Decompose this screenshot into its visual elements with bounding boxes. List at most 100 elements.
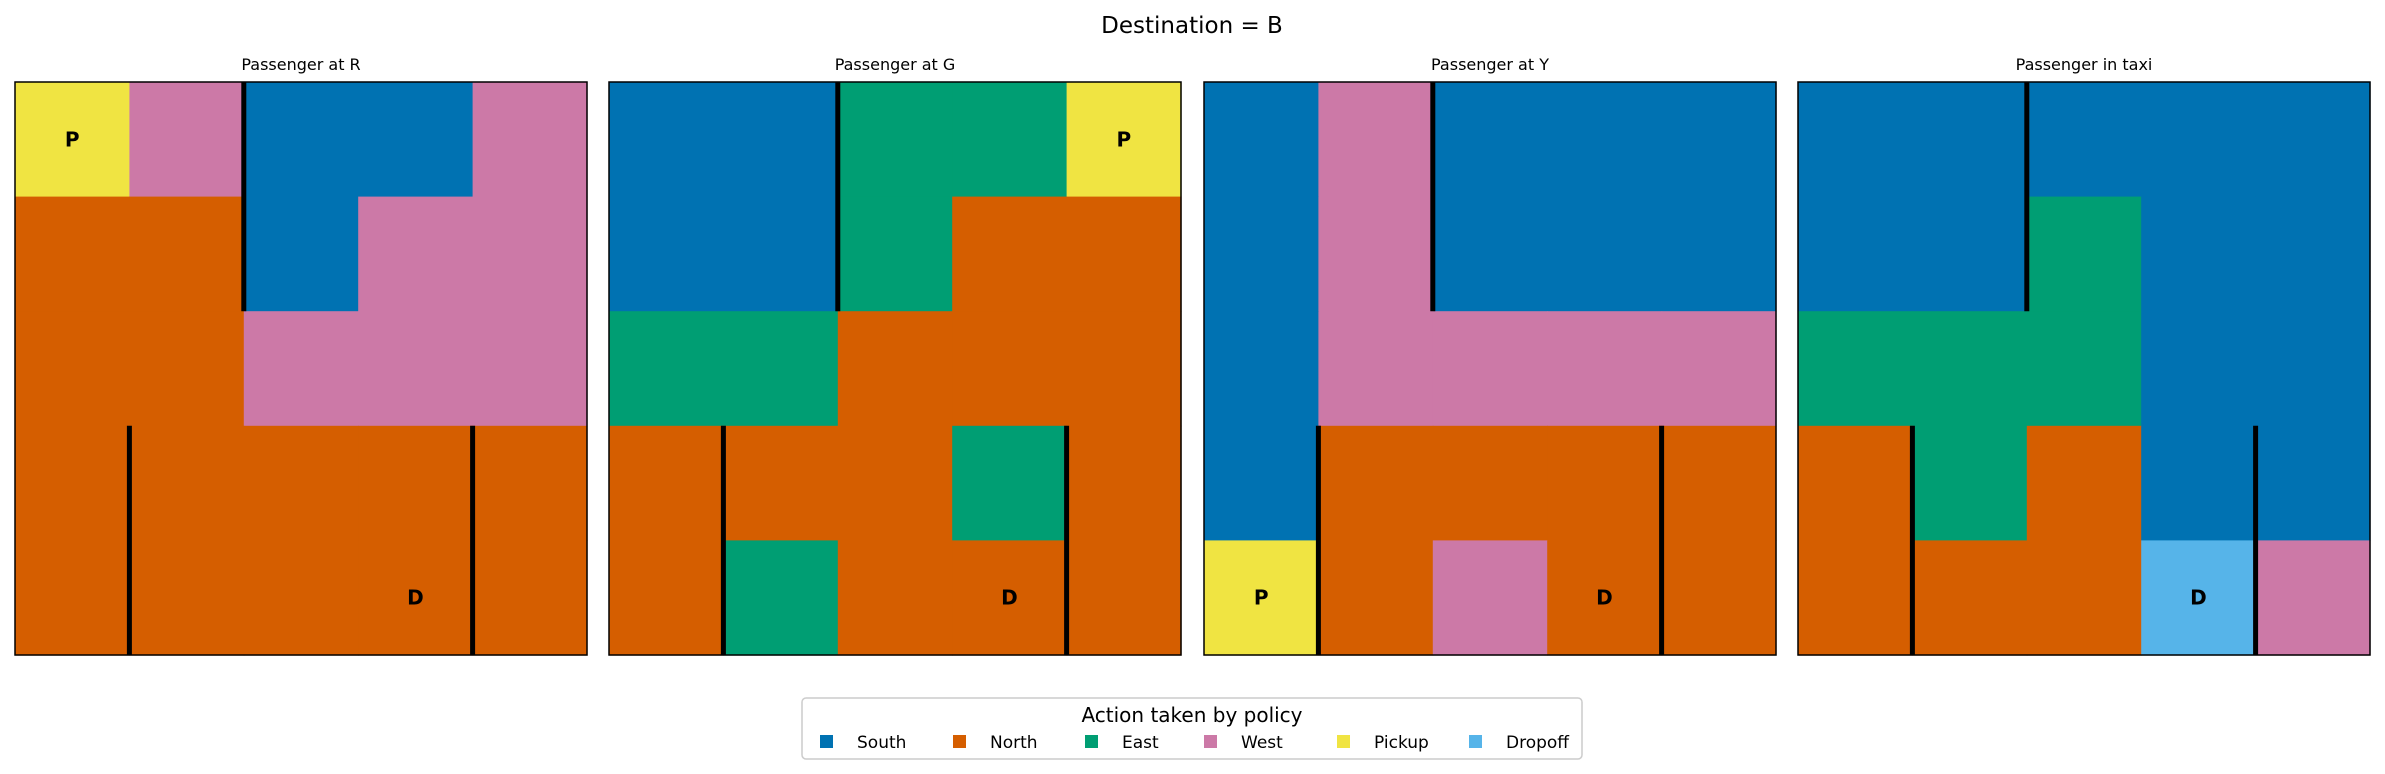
cell-south [723,196,839,312]
panel-title: Passenger at G [835,55,956,74]
cell-north [2026,540,2142,656]
cell-north [129,311,245,427]
cell-south [2141,196,2257,312]
cell-west [1432,311,1548,427]
cell-east [952,425,1068,541]
cell-north [723,425,839,541]
cell-east [723,311,839,427]
cell-west [1318,311,1434,427]
cell-north [1318,425,1434,541]
cell-west [1318,82,1434,198]
cell-south [2255,196,2371,312]
cell-south [1547,82,1663,198]
panel-2: Passenger at G P D [608,55,1182,656]
cell-north [1318,540,1434,656]
cell-west [472,196,588,312]
cell-north [1661,540,1777,656]
legend-label: North [990,733,1038,753]
pickup-marker: P [1254,586,1269,610]
cell-west [1547,311,1663,427]
cell-south [1912,196,2028,312]
cell-south [2026,82,2142,198]
cell-north [129,196,245,312]
cell-south [2255,425,2371,541]
cell-north [1066,196,1182,312]
panel-title: Passenger at Y [1431,55,1549,74]
cell-west [2255,540,2371,656]
pickup-marker: P [65,127,80,151]
cell-dropoff [2141,540,2257,656]
cell-east [837,82,953,198]
cell-south [1798,196,1913,312]
figure-title: Destination = B [1101,13,1283,39]
cell-east [723,540,839,656]
cell-north [837,311,953,427]
cell-north [1798,540,1913,656]
destination-marker: D [1596,586,1613,610]
cell-south [609,82,724,198]
legend-label: Pickup [1374,733,1429,753]
panel-frame [1203,81,1777,656]
cell-north [129,425,245,541]
cell-west [358,196,474,312]
panel-1: Passenger at R P D [14,55,588,656]
legend-swatch [1204,735,1217,748]
cell-north [243,540,359,656]
legend-item-north: North [953,733,1038,753]
cell-south [2141,311,2257,427]
legend-label: West [1241,733,1283,753]
cell-west [472,311,588,427]
cell-south [2255,311,2371,427]
cell-north [1066,540,1182,656]
cell-west [1432,540,1548,656]
cell-south [2141,425,2257,541]
cell-south [243,196,359,312]
cell-east [837,196,953,312]
cell-south [1432,82,1548,198]
cell-south [1661,82,1777,198]
destination-marker: D [1001,586,1018,610]
panel-4: Passenger in taxi D [1797,55,2371,656]
panel-frame [14,81,588,656]
cell-north [472,425,588,541]
cell-south [1204,82,1319,198]
cell-south [723,82,839,198]
cell-north [952,196,1068,312]
legend-item-south: South [820,733,906,753]
cell-pickup [1066,82,1182,198]
cell-north [15,540,130,656]
panel-title: Passenger in taxi [2016,55,2153,74]
legend-label: Dropoff [1506,733,1570,753]
cell-south [1204,311,1319,427]
cell-east [1798,311,1913,427]
cell-north [129,540,245,656]
legend-item-west: West [1204,733,1283,753]
legend-title: Action taken by policy [1081,703,1302,727]
cell-pickup [1204,540,1319,656]
cell-north [1066,425,1182,541]
legend-label: East [1122,733,1159,753]
cell-north [609,540,724,656]
cell-north [358,540,474,656]
cell-pickup [15,82,130,198]
cell-west [358,311,474,427]
cell-west [1318,196,1434,312]
cell-east [2026,196,2142,312]
cell-north [15,425,130,541]
destination-marker: D [407,586,424,610]
panel-title: Passenger at R [241,55,360,74]
cell-south [1547,196,1663,312]
legend-swatch [820,735,833,748]
cell-south [1912,82,2028,198]
legend-entries: South North East West Pickup Dropoff [820,733,1570,753]
legend-item-pickup: Pickup [1337,733,1429,753]
cell-north [1661,425,1777,541]
cell-north [358,425,474,541]
cell-north [837,540,953,656]
cell-north [837,425,953,541]
legend-swatch [1337,735,1350,748]
cell-north [1066,311,1182,427]
legend-frame [801,697,1583,760]
cell-north [15,196,130,312]
